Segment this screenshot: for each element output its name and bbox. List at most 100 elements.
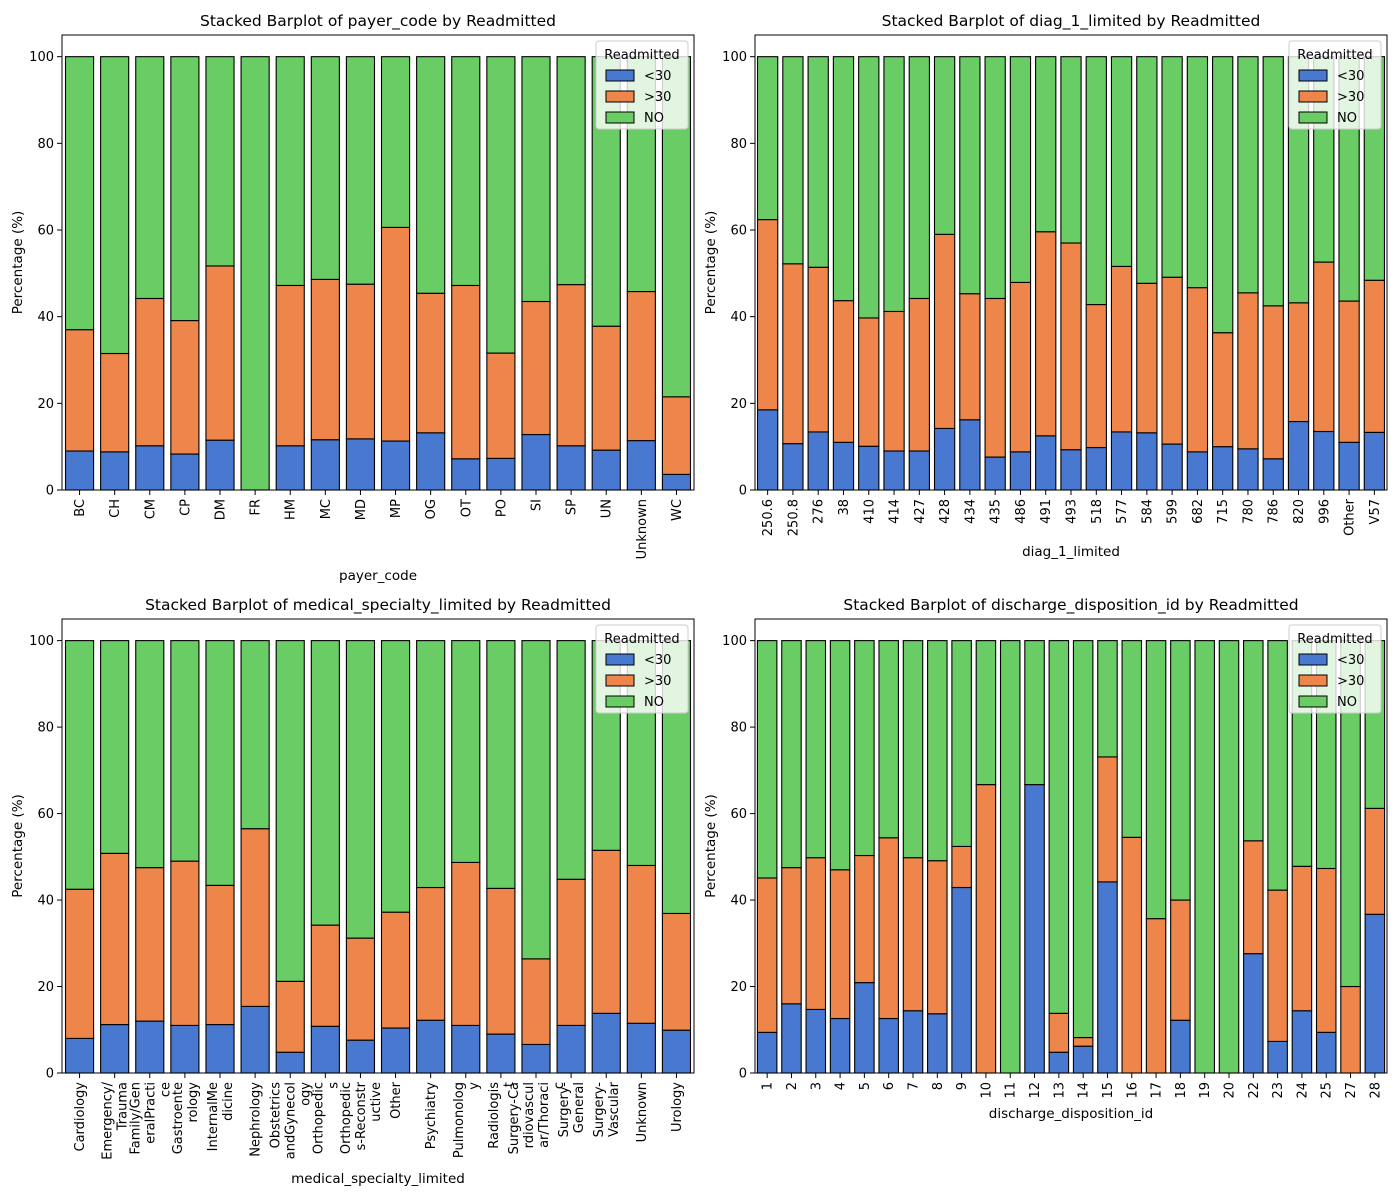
legend: Readmitted <30 >30 NO	[595, 624, 689, 714]
x-tick-label: 19	[1198, 1082, 1213, 1099]
bar-segment	[556, 878, 586, 1026]
bar-segment	[310, 278, 340, 441]
bar-segment	[380, 226, 411, 442]
x-tick-label-line: Urology	[670, 1082, 685, 1132]
x-tick-label: 428	[938, 499, 953, 524]
y-tick-label: 100	[29, 634, 54, 649]
bar-segment	[135, 297, 165, 447]
bar-segment	[805, 1008, 827, 1074]
bar-segment	[380, 640, 411, 913]
y-axis-label: Percentage (%)	[10, 794, 26, 898]
legend-swatch	[605, 69, 635, 82]
x-tick-label-line: 427	[913, 499, 928, 524]
bar-segment	[756, 219, 779, 411]
x-tick-label-line: ogy	[299, 1082, 314, 1106]
x-tick-label: Urology	[670, 1082, 685, 1132]
bar-segment	[805, 640, 827, 859]
bar-segment	[933, 56, 956, 235]
axes-frame	[61, 34, 695, 491]
bar-segment	[878, 1017, 899, 1074]
bar-segment	[345, 1039, 376, 1074]
x-tick-label: 276	[812, 499, 827, 524]
bar-segment	[1060, 449, 1082, 491]
bar-segment	[1364, 807, 1386, 915]
bar-segment	[782, 443, 804, 491]
bar-segment	[984, 456, 1006, 491]
bar-segment	[1363, 279, 1386, 433]
bar-segment	[858, 445, 880, 491]
bar-segment	[832, 441, 855, 491]
bar-segment	[878, 837, 899, 1020]
bar-segment	[345, 937, 376, 1041]
bar-segment	[1186, 56, 1209, 289]
bar-segment	[1212, 332, 1234, 448]
bar-segment	[380, 1027, 411, 1074]
chart-panel-3: Stacked Barplot of medical_specialty_lim…	[10, 596, 695, 1187]
bar-segment	[1009, 281, 1032, 453]
bar-segment	[1291, 865, 1313, 1012]
bar-segment	[64, 640, 95, 890]
bar-segment	[591, 449, 621, 491]
x-tick-label-line: Other	[389, 1081, 404, 1119]
bar-segment	[1110, 56, 1133, 267]
bar-segment	[626, 440, 656, 491]
bar-segment	[854, 854, 875, 984]
bar-segment	[591, 325, 621, 451]
x-tick-label: 7	[907, 1082, 922, 1090]
x-tick-label: 584	[1140, 499, 1155, 524]
x-tick-label-line: 12	[1028, 1082, 1043, 1099]
bar-segment	[240, 640, 270, 830]
bar-segment	[100, 1024, 130, 1074]
x-tick-label-line: 6	[882, 1082, 897, 1090]
y-tick-label: 100	[722, 50, 747, 65]
bar-segment	[1186, 287, 1209, 453]
bar-segment	[240, 1005, 270, 1074]
bar-segment	[1237, 448, 1259, 491]
x-tick-label-line: Trauma	[116, 1082, 131, 1131]
x-tick-label: CP	[178, 499, 193, 516]
x-tick-label-line: 428	[938, 499, 953, 524]
bar-segment	[521, 1043, 551, 1074]
legend-swatch	[605, 653, 635, 666]
bar-segment	[451, 1024, 481, 1074]
legend: Readmitted <30 >30 NO	[595, 40, 689, 130]
bar-segment	[807, 56, 829, 268]
x-tick-label-line: andGynecol	[284, 1082, 299, 1159]
x-tick-label: Gastroenterology	[171, 1082, 201, 1155]
x-tick-label: BC	[73, 499, 88, 517]
bar-segment	[951, 640, 972, 847]
bar-segment	[832, 56, 855, 302]
bar-segment	[1121, 640, 1143, 838]
bar-segment	[380, 440, 411, 491]
bar-segment	[100, 451, 130, 491]
legend-label: NO	[1337, 695, 1357, 710]
bar-segment	[661, 912, 692, 1031]
x-tick-label: Unknown	[635, 499, 650, 559]
y-tick-label: 80	[37, 137, 54, 152]
x-tick-label-line: y	[467, 1082, 482, 1090]
legend-title: Readmitted	[604, 632, 679, 647]
bar-segment	[345, 56, 376, 285]
bar-segment	[883, 310, 905, 452]
x-tick-label-line: 25	[1320, 1082, 1335, 1099]
bar-segment	[486, 457, 516, 491]
x-tick-label-line: Radiologis	[487, 1082, 502, 1149]
bar-segment	[927, 1013, 948, 1074]
x-tick-label-line: dicine	[221, 1082, 236, 1121]
bar-segment	[1338, 441, 1360, 491]
bar-segment	[64, 329, 95, 452]
chart-title: Stacked Barplot of diag_1_limited by Rea…	[882, 12, 1261, 31]
bar-segment	[626, 290, 656, 442]
bar-segment	[310, 924, 340, 1027]
x-tick-label: 22	[1247, 1082, 1262, 1099]
bar-segment	[1315, 1031, 1337, 1074]
bar-segment	[64, 56, 95, 331]
x-tick-label: 4	[834, 1082, 849, 1090]
bar-segment	[205, 56, 235, 267]
x-tick-label-line: 4	[834, 1082, 849, 1090]
legend-swatch	[1298, 674, 1328, 687]
x-tick-label-line: Psychiatry	[424, 1082, 439, 1149]
bar-segment	[205, 265, 235, 441]
bar-segment	[975, 640, 997, 786]
